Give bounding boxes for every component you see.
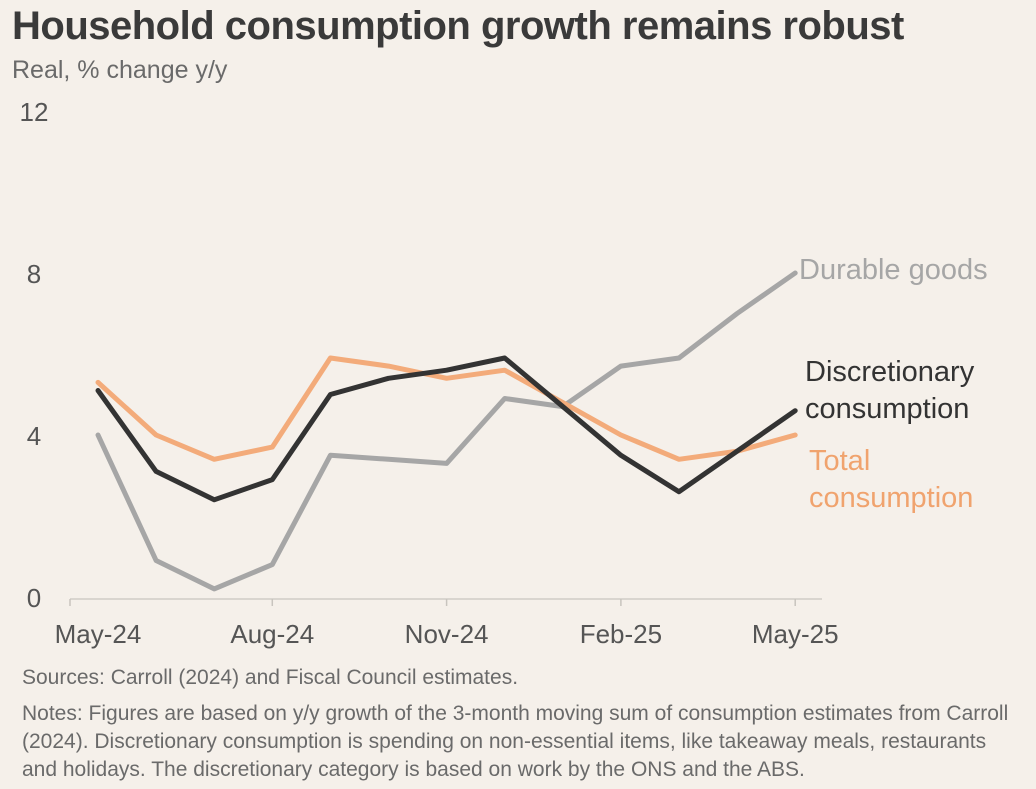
series-label-discretionary-consumption: Discretionary consumption — [805, 356, 975, 425]
series-line-durable-goods — [95, 270, 798, 592]
chart-title: Household consumption growth remains rob… — [12, 4, 904, 48]
series-line-total-consumption — [95, 355, 798, 462]
sources-note: Sources: Carroll (2024) and Fiscal Counc… — [22, 666, 519, 689]
series-label-total-consumption: Total consumption — [809, 445, 973, 514]
line-chart: 0 4 8 12 May-24 Aug-24 Nov-24 Feb-25 May-25 Durab… — [20, 97, 988, 649]
series-line-discretionary-consumption — [95, 355, 798, 503]
x-tick-label: Nov-24 — [405, 619, 489, 649]
x-tick-label: May-25 — [752, 619, 839, 649]
notes-text: Notes: Figures are based on y/y growth o… — [22, 702, 1009, 781]
y-tick-label: 0 — [27, 583, 41, 613]
x-tick-label: May-24 — [55, 619, 142, 649]
chart-subtitle: Real, % change y/y — [12, 56, 228, 84]
x-tick-label: Aug-24 — [230, 619, 314, 649]
x-tick-label: Feb-25 — [580, 619, 662, 649]
series-label-durable-goods: Durable goods — [799, 254, 988, 286]
y-tick-label: 12 — [20, 97, 49, 127]
y-tick-label: 8 — [27, 259, 41, 289]
y-tick-label: 4 — [27, 421, 41, 451]
